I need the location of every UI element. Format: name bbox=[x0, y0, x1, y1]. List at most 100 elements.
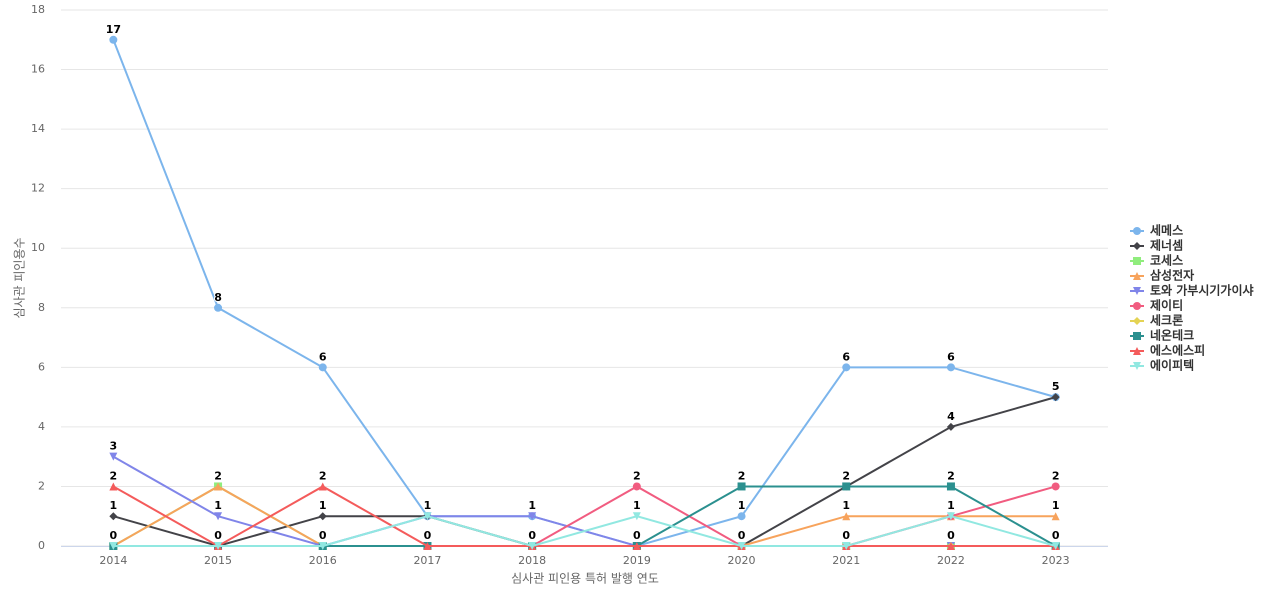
point bbox=[109, 452, 118, 461]
x-tick-label: 2019 bbox=[623, 554, 651, 567]
point bbox=[1051, 393, 1060, 402]
data-label: 3 bbox=[110, 440, 118, 453]
point bbox=[109, 512, 118, 521]
point bbox=[632, 542, 641, 550]
point bbox=[423, 542, 432, 550]
point bbox=[1051, 512, 1060, 521]
legend-item[interactable]: 에스에스피 bbox=[1130, 343, 1205, 358]
data-label: 2 bbox=[1052, 469, 1060, 482]
point bbox=[214, 512, 223, 521]
y-tick-label: 2 bbox=[38, 479, 45, 492]
data-label: 2 bbox=[110, 469, 118, 482]
y-tick-label: 12 bbox=[31, 182, 45, 195]
y-tick-label: 18 bbox=[31, 3, 45, 16]
x-tick-label: 2018 bbox=[518, 554, 546, 567]
y-tick-label: 14 bbox=[31, 122, 45, 135]
point bbox=[946, 363, 955, 372]
data-label: 0 bbox=[528, 529, 536, 542]
legend-label: 세크론 bbox=[1150, 313, 1183, 328]
data-label: 0 bbox=[947, 529, 955, 542]
data-label: 0 bbox=[110, 529, 118, 542]
legend-marker bbox=[1133, 287, 1141, 295]
data-label: 1 bbox=[319, 499, 327, 512]
series-line bbox=[112, 455, 1056, 548]
legend-label: 토와 가부시기가이샤 bbox=[1150, 283, 1254, 298]
data-label: 2 bbox=[947, 469, 955, 482]
y-tick-label: 0 bbox=[38, 539, 45, 552]
legend-marker bbox=[1133, 227, 1141, 235]
y-axis-title: 심사관 피인용수 bbox=[13, 237, 27, 318]
data-label: 6 bbox=[319, 350, 327, 363]
legend-label: 삼성전자 bbox=[1150, 268, 1194, 283]
data-label: 0 bbox=[842, 529, 850, 542]
x-tick-label: 2015 bbox=[204, 554, 232, 567]
data-label: 1 bbox=[214, 499, 222, 512]
legend-marker bbox=[1133, 242, 1141, 250]
x-tick-label: 2023 bbox=[1042, 554, 1070, 567]
legend-marker bbox=[1133, 332, 1141, 340]
data-label: 1 bbox=[738, 499, 746, 512]
point bbox=[737, 542, 746, 550]
point bbox=[842, 482, 851, 491]
data-label: 2 bbox=[738, 469, 746, 482]
x-axis-title: 심사관 피인용 특허 발행 연도 bbox=[511, 571, 659, 586]
data-label: 0 bbox=[214, 529, 222, 542]
series-line bbox=[112, 39, 1056, 548]
y-tick-label: 16 bbox=[31, 63, 45, 76]
point bbox=[632, 482, 641, 491]
data-label: 1 bbox=[528, 499, 536, 512]
point bbox=[318, 363, 327, 372]
legend-item[interactable]: 에이피텍 bbox=[1130, 358, 1194, 373]
legend-label: 에이피텍 bbox=[1150, 358, 1194, 373]
legend-item[interactable]: 토와 가부시기가이샤 bbox=[1130, 283, 1254, 298]
legend-item[interactable]: 네온테크 bbox=[1130, 328, 1194, 343]
point bbox=[737, 482, 746, 491]
legend-marker bbox=[1133, 362, 1141, 370]
legend-item[interactable]: 세메스 bbox=[1130, 223, 1183, 238]
legend-item[interactable]: 세크론 bbox=[1130, 313, 1183, 328]
point bbox=[214, 303, 223, 312]
data-label: 8 bbox=[214, 291, 222, 304]
legend-item[interactable]: 제너셈 bbox=[1130, 238, 1183, 253]
data-label: 2 bbox=[633, 469, 641, 482]
y-tick-label: 8 bbox=[38, 301, 45, 314]
legend-label: 세메스 bbox=[1150, 223, 1183, 238]
legend-marker bbox=[1133, 347, 1141, 355]
point bbox=[528, 512, 537, 521]
y-tick-label: 10 bbox=[31, 241, 45, 254]
series-line bbox=[112, 485, 1056, 548]
data-label: 1 bbox=[1052, 499, 1060, 512]
legend-label: 에스에스피 bbox=[1150, 343, 1205, 358]
x-tick-label: 2014 bbox=[99, 554, 127, 567]
point bbox=[423, 512, 432, 521]
data-label: 2 bbox=[842, 469, 850, 482]
point bbox=[109, 35, 118, 44]
legend-marker bbox=[1133, 272, 1141, 280]
point bbox=[842, 542, 851, 550]
series-line bbox=[113, 515, 1056, 548]
point bbox=[214, 482, 223, 491]
legend-marker bbox=[1133, 302, 1141, 310]
point bbox=[842, 512, 851, 521]
point bbox=[1051, 482, 1060, 491]
point bbox=[318, 512, 327, 521]
x-tick-label: 2016 bbox=[309, 554, 337, 567]
point bbox=[632, 512, 641, 521]
point bbox=[946, 512, 955, 521]
point bbox=[946, 422, 955, 431]
point bbox=[109, 482, 118, 491]
data-label: 1 bbox=[947, 499, 955, 512]
data-label: 2 bbox=[319, 469, 327, 482]
legend-item[interactable]: 삼성전자 bbox=[1130, 268, 1194, 283]
point bbox=[318, 482, 327, 491]
point bbox=[109, 542, 118, 550]
legend-item[interactable]: 제이티 bbox=[1130, 298, 1183, 313]
point bbox=[318, 542, 327, 550]
data-label: 0 bbox=[319, 529, 327, 542]
x-tick-label: 2017 bbox=[413, 554, 441, 567]
point bbox=[528, 542, 537, 550]
legend-item[interactable]: 코세스 bbox=[1130, 253, 1183, 268]
legend-label: 코세스 bbox=[1150, 253, 1183, 268]
legend-label: 제너셈 bbox=[1150, 238, 1183, 253]
